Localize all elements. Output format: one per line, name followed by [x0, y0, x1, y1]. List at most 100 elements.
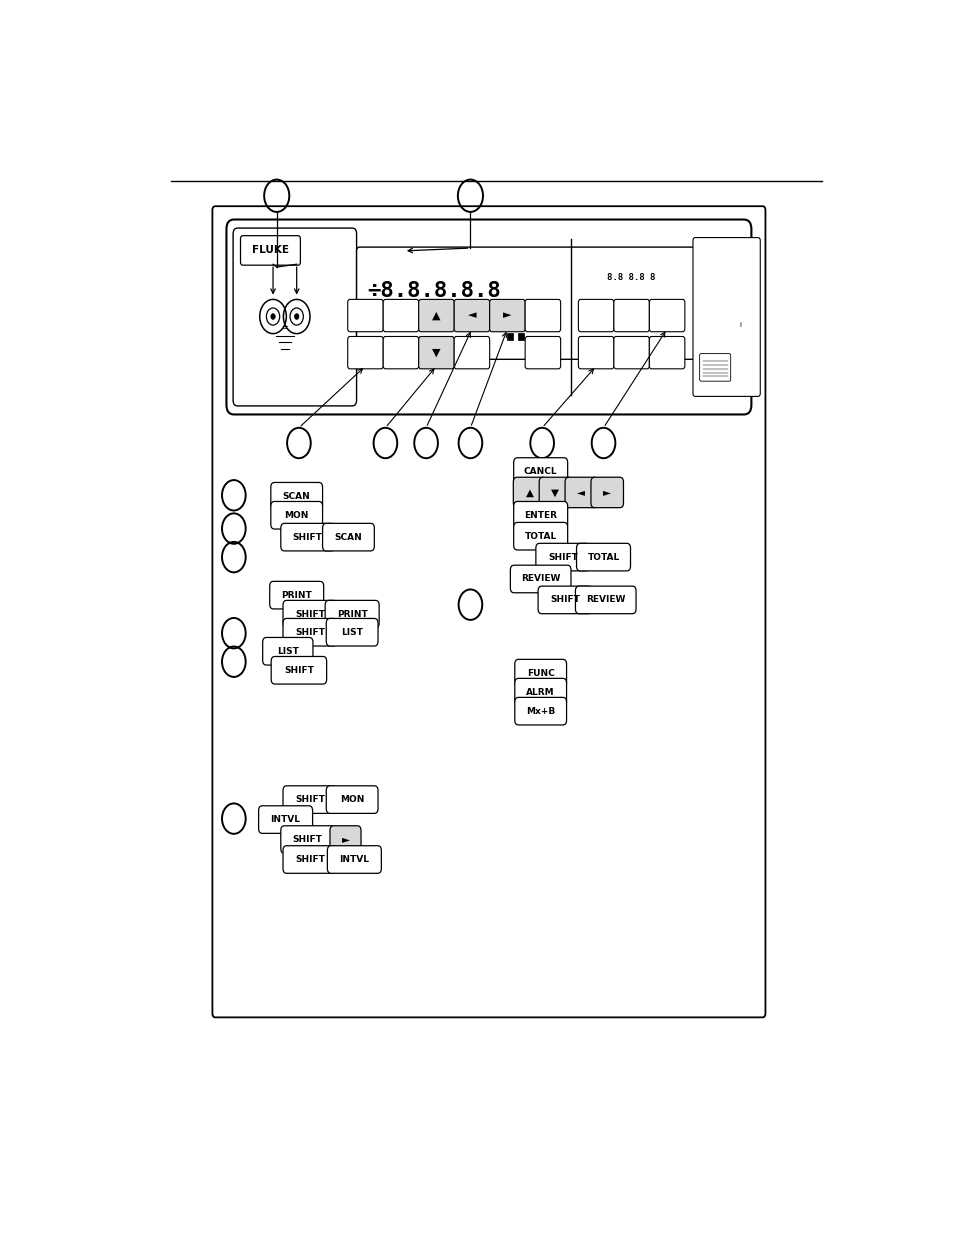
Bar	[518, 332, 523, 341]
FancyBboxPatch shape	[578, 336, 613, 369]
FancyBboxPatch shape	[576, 543, 630, 571]
Text: SHIFT: SHIFT	[294, 627, 325, 637]
FancyBboxPatch shape	[418, 299, 454, 332]
FancyBboxPatch shape	[262, 637, 313, 664]
FancyBboxPatch shape	[578, 299, 613, 332]
FancyBboxPatch shape	[515, 678, 566, 706]
FancyBboxPatch shape	[280, 524, 335, 551]
Text: SHIFT: SHIFT	[293, 532, 322, 542]
FancyBboxPatch shape	[330, 826, 360, 853]
FancyBboxPatch shape	[283, 619, 336, 646]
FancyBboxPatch shape	[613, 336, 649, 369]
FancyBboxPatch shape	[538, 477, 571, 508]
FancyBboxPatch shape	[327, 846, 381, 873]
Text: ▼: ▼	[551, 488, 558, 498]
FancyBboxPatch shape	[699, 353, 730, 382]
FancyBboxPatch shape	[383, 299, 418, 332]
Text: MON: MON	[284, 511, 309, 520]
Circle shape	[294, 314, 298, 320]
FancyBboxPatch shape	[515, 698, 566, 725]
Text: FUNC: FUNC	[526, 668, 554, 678]
FancyBboxPatch shape	[513, 501, 567, 529]
Text: ÷8.8.8.8.8: ÷8.8.8.8.8	[367, 280, 500, 300]
FancyBboxPatch shape	[283, 785, 336, 814]
Text: TOTAL: TOTAL	[587, 552, 619, 562]
FancyBboxPatch shape	[347, 299, 383, 332]
FancyBboxPatch shape	[240, 236, 300, 266]
Text: REVIEW: REVIEW	[520, 574, 559, 583]
FancyBboxPatch shape	[692, 237, 760, 396]
Bar	[507, 332, 512, 341]
Text: Mx+B: Mx+B	[525, 706, 555, 715]
FancyBboxPatch shape	[649, 336, 684, 369]
FancyBboxPatch shape	[283, 846, 336, 873]
Text: ►: ►	[502, 310, 511, 321]
Text: LIST: LIST	[341, 627, 363, 637]
FancyBboxPatch shape	[283, 600, 336, 627]
Text: ▲: ▲	[525, 488, 533, 498]
Text: ►: ►	[341, 835, 349, 845]
Text: SHIFT: SHIFT	[294, 795, 325, 804]
FancyBboxPatch shape	[418, 336, 454, 369]
Text: REVIEW: REVIEW	[585, 595, 625, 604]
Text: 8.8 8.8 8: 8.8 8.8 8	[606, 273, 655, 282]
FancyBboxPatch shape	[454, 299, 489, 332]
FancyBboxPatch shape	[575, 587, 636, 614]
Text: PRINT: PRINT	[336, 610, 367, 619]
Text: SCAN: SCAN	[335, 532, 362, 542]
FancyBboxPatch shape	[326, 785, 377, 814]
Text: i: i	[739, 321, 740, 327]
FancyBboxPatch shape	[383, 336, 418, 369]
FancyBboxPatch shape	[280, 826, 335, 853]
FancyBboxPatch shape	[513, 477, 545, 508]
FancyBboxPatch shape	[213, 206, 764, 1018]
Text: TOTAL: TOTAL	[524, 532, 557, 541]
Text: SHIFT: SHIFT	[294, 610, 325, 619]
FancyBboxPatch shape	[515, 659, 566, 687]
FancyBboxPatch shape	[271, 483, 322, 510]
FancyBboxPatch shape	[322, 524, 374, 551]
Text: INTVL: INTVL	[271, 815, 300, 824]
FancyBboxPatch shape	[233, 228, 356, 406]
FancyBboxPatch shape	[271, 501, 322, 529]
Text: SHIFT: SHIFT	[550, 595, 579, 604]
FancyBboxPatch shape	[226, 220, 751, 415]
Text: ◄: ◄	[577, 488, 585, 498]
FancyBboxPatch shape	[590, 477, 623, 508]
Text: ▼: ▼	[432, 348, 440, 358]
Circle shape	[271, 314, 275, 320]
Text: ALRM: ALRM	[526, 688, 555, 697]
Text: SHIFT: SHIFT	[293, 835, 322, 844]
Text: PRINT: PRINT	[281, 590, 312, 600]
FancyBboxPatch shape	[510, 566, 571, 593]
Text: SHIFT: SHIFT	[294, 855, 325, 864]
FancyBboxPatch shape	[356, 247, 731, 359]
FancyBboxPatch shape	[537, 587, 592, 614]
Text: ▲: ▲	[432, 310, 440, 321]
FancyBboxPatch shape	[564, 477, 597, 508]
FancyBboxPatch shape	[613, 299, 649, 332]
FancyBboxPatch shape	[536, 543, 589, 571]
FancyBboxPatch shape	[325, 600, 378, 627]
Text: FLUKE: FLUKE	[252, 246, 289, 256]
Text: ►: ►	[602, 488, 611, 498]
FancyBboxPatch shape	[454, 336, 489, 369]
FancyBboxPatch shape	[524, 336, 560, 369]
FancyBboxPatch shape	[270, 582, 323, 609]
Text: LIST: LIST	[276, 647, 298, 656]
FancyBboxPatch shape	[258, 805, 313, 834]
FancyBboxPatch shape	[513, 522, 567, 550]
FancyBboxPatch shape	[347, 336, 383, 369]
FancyBboxPatch shape	[513, 458, 567, 485]
FancyBboxPatch shape	[524, 299, 560, 332]
Text: CANCL: CANCL	[523, 467, 557, 475]
Text: SHIFT: SHIFT	[547, 552, 578, 562]
Text: ENTER: ENTER	[523, 511, 557, 520]
FancyBboxPatch shape	[489, 299, 524, 332]
Text: =: =	[281, 324, 288, 332]
FancyBboxPatch shape	[326, 619, 377, 646]
Text: MON: MON	[339, 795, 364, 804]
FancyBboxPatch shape	[649, 299, 684, 332]
FancyBboxPatch shape	[271, 657, 326, 684]
Text: INTVL: INTVL	[339, 855, 369, 864]
